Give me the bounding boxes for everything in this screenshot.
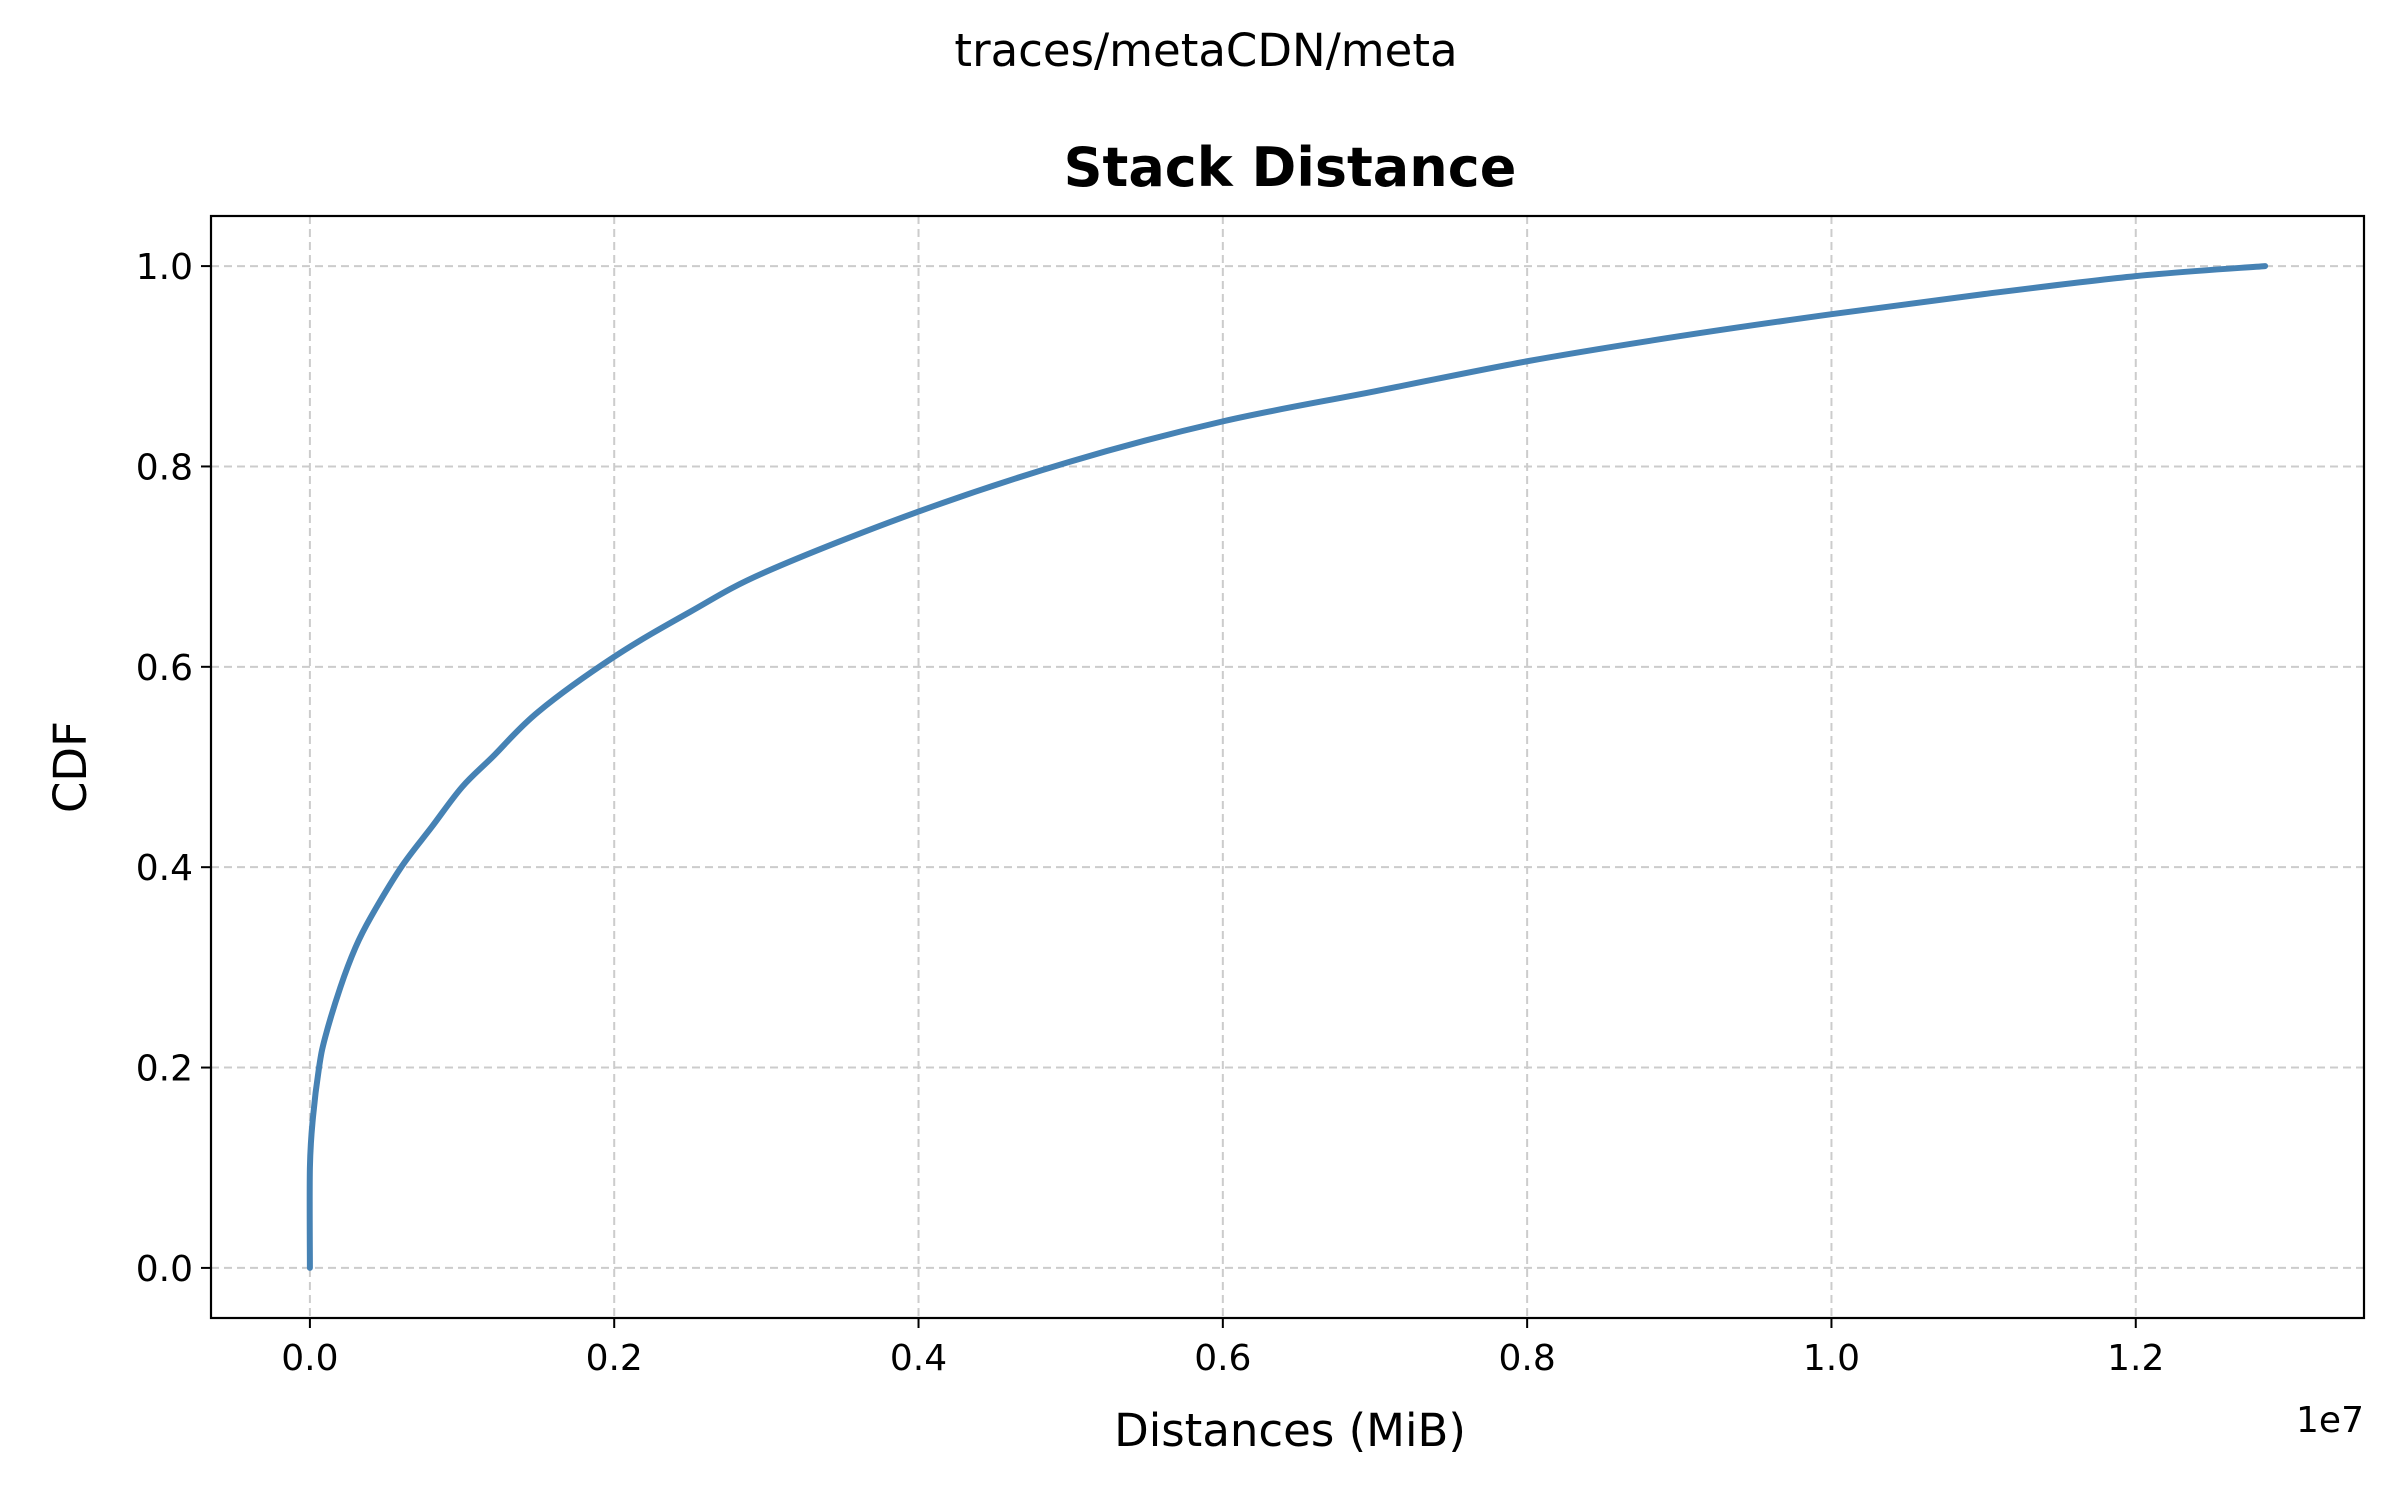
y-tick-label: 0.8 bbox=[136, 447, 193, 488]
chart-suptitle: traces/metaCDN/meta bbox=[954, 24, 1457, 77]
x-tick-label: 0.0 bbox=[281, 1338, 338, 1379]
x-tick-label: 0.6 bbox=[1194, 1338, 1251, 1379]
y-tick-label: 0.0 bbox=[136, 1249, 193, 1290]
chart-title: Stack Distance bbox=[1064, 136, 1517, 199]
series-line-0 bbox=[306, 263, 2269, 1271]
x-tick-label: 1.2 bbox=[2107, 1338, 2164, 1379]
x-tick-label: 0.8 bbox=[1499, 1338, 1556, 1379]
x-tick-label: 1.0 bbox=[1803, 1338, 1860, 1379]
y-tick-label: 1.0 bbox=[136, 247, 193, 288]
y-tick-label: 0.2 bbox=[136, 1049, 193, 1090]
y-axis-label: CDF bbox=[44, 721, 97, 813]
series-layer bbox=[306, 263, 2269, 1271]
x-tick-label: 0.4 bbox=[890, 1338, 947, 1379]
x-axis-label: Distances (MiB) bbox=[1114, 1404, 1466, 1457]
grid bbox=[211, 216, 2364, 1318]
plot-frame bbox=[209, 214, 2366, 1320]
y-tick-label: 0.6 bbox=[136, 648, 193, 689]
x-tick-label: 0.2 bbox=[586, 1338, 643, 1379]
axis-ticks: 0.0 0.2 0.4 0.6 0.8 1.0 1.2 0.0 0.2 0.4 0.6 0.8 1.0 bbox=[136, 247, 2165, 1379]
y-tick-label: 0.4 bbox=[136, 848, 193, 889]
x-axis-offset-label: 1e7 bbox=[2296, 1400, 2364, 1441]
